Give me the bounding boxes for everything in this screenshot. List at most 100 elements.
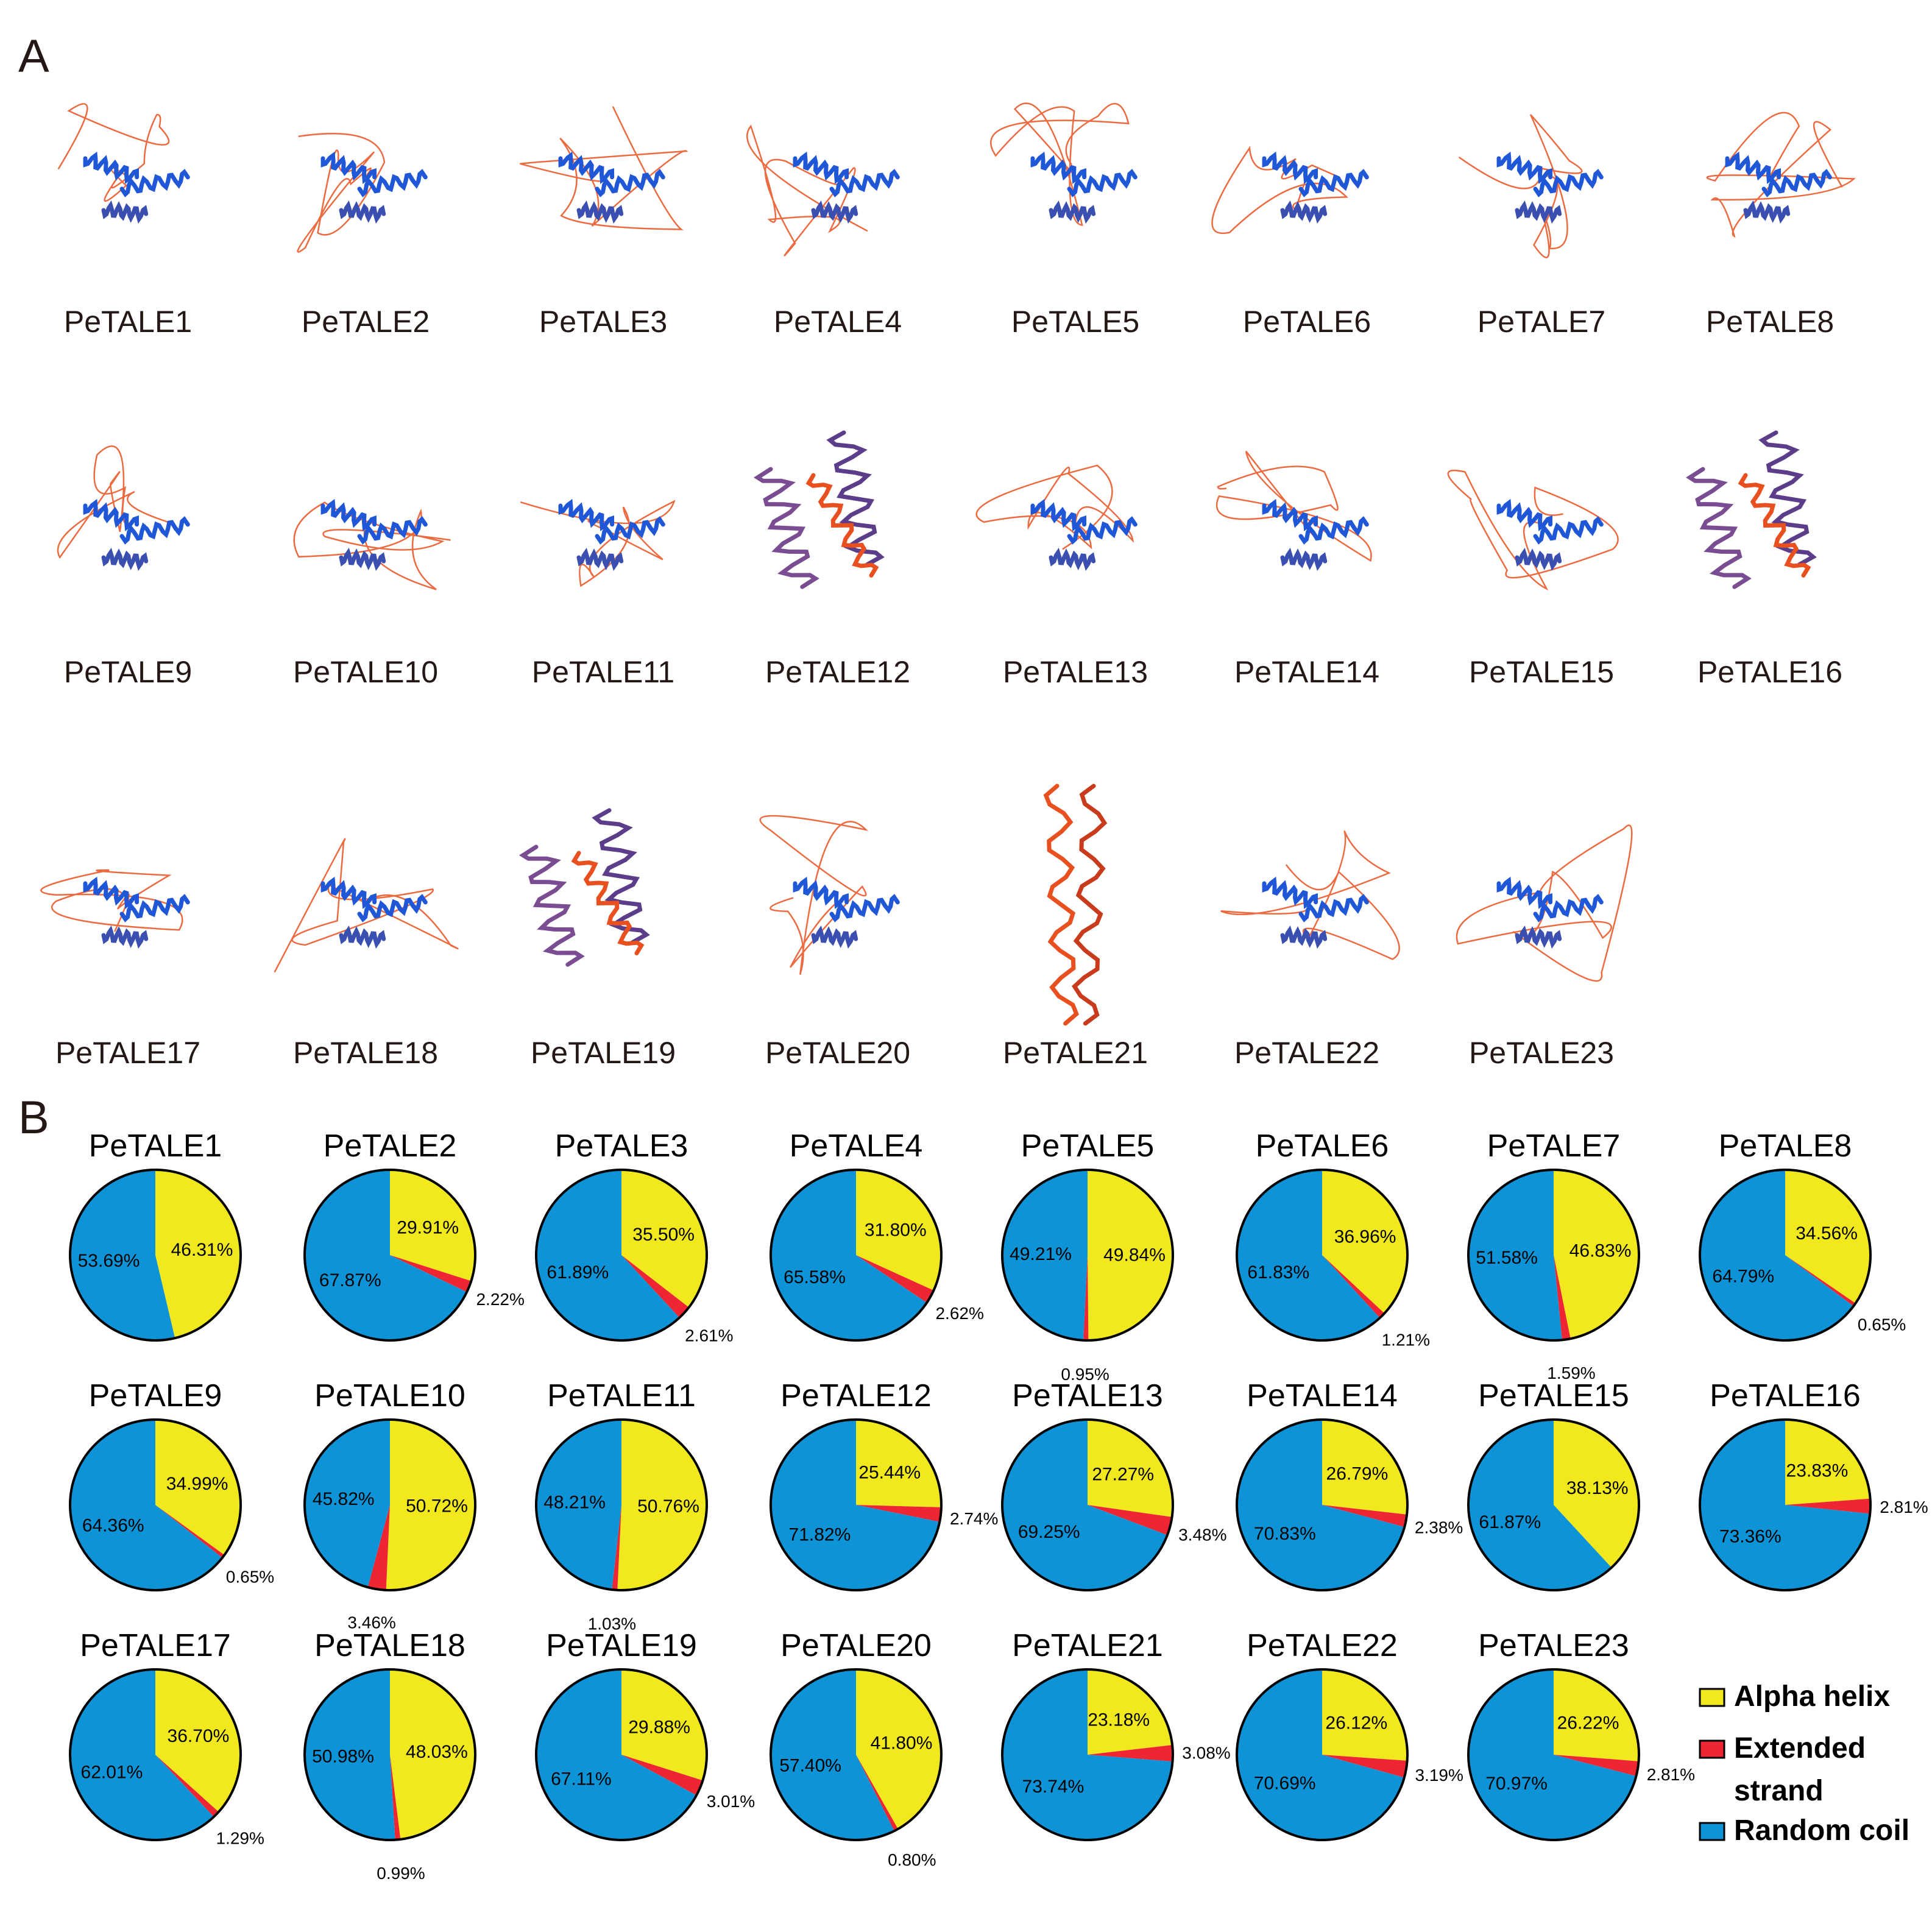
pie-slice-alpha-helix — [856, 1419, 942, 1507]
pie-slice-extended-strand — [390, 1755, 401, 1840]
pie-data-label: 1.03% — [588, 1614, 636, 1633]
pie-title: PeTALE3 — [555, 1128, 688, 1164]
pie-slice-random-coil — [536, 1170, 680, 1340]
pie-data-label: 3.19% — [1415, 1766, 1463, 1785]
legend-swatch — [1699, 1688, 1725, 1707]
pie-outline — [1699, 1169, 1872, 1342]
pie-slice-random-coil — [1236, 1170, 1380, 1341]
protein-structure-21: PeTALE21 — [1003, 784, 1148, 1070]
pie-title: PeTALE14 — [1247, 1378, 1398, 1414]
secondary-structure-pies: PeTALE1 46.31% 53.69% PeTALE2 29.91% 2.22% 67.… — [69, 1128, 1928, 1883]
pie-slice-random-coil — [770, 1419, 940, 1590]
pie-title: PeTALE12 — [780, 1378, 932, 1414]
pie-outline — [303, 1418, 476, 1591]
pie-slice-random-coil — [771, 1669, 894, 1840]
pie-chart-15: PeTALE15 38.13% 61.87% — [1467, 1378, 1640, 1591]
pie-slice-extended-strand — [856, 1755, 898, 1831]
pie-chart-18: PeTALE18 48.03% 0.99% 50.98% — [303, 1628, 476, 1883]
structure-label: PeTALE16 — [1697, 655, 1842, 689]
pie-data-label: 73.36% — [1719, 1527, 1782, 1547]
pie-data-label: 67.87% — [319, 1270, 381, 1290]
pie-title: PeTALE17 — [80, 1628, 231, 1663]
pie-title: PeTALE21 — [1012, 1628, 1163, 1663]
pie-slice-alpha-helix — [155, 1420, 241, 1555]
protein-structure-8: PeTALE8 — [1706, 111, 1856, 339]
pie-chart-4: PeTALE4 31.80% 2.62% 65.58% — [770, 1128, 984, 1342]
pie-data-label: 69.25% — [1018, 1522, 1080, 1542]
pie-slice-alpha-helix — [1785, 1420, 1870, 1505]
pie-slice-extended-strand — [155, 1505, 225, 1558]
pie-title: PeTALE5 — [1021, 1128, 1155, 1164]
pie-data-label: 57.40% — [779, 1756, 841, 1776]
structure-label: PeTALE10 — [293, 655, 438, 689]
pie-slice-alpha-helix — [1554, 1170, 1639, 1339]
structure-label: PeTALE21 — [1003, 1036, 1148, 1070]
pie-slice-alpha-helix — [155, 1669, 241, 1812]
pie-outline — [1001, 1418, 1174, 1591]
pie-outline — [1001, 1668, 1174, 1841]
pie-data-label: 2.22% — [476, 1290, 524, 1309]
pie-chart-8: PeTALE8 34.56% 0.65% 64.79% — [1699, 1128, 1906, 1342]
protein-structure-9: PeTALE9 — [57, 445, 192, 689]
pie-slice-random-coil — [1468, 1420, 1612, 1590]
pie-slice-extended-strand — [1322, 1505, 1407, 1527]
protein-structure-23: PeTALE23 — [1456, 824, 1633, 1070]
pie-chart-1: PeTALE1 46.31% 53.69% — [69, 1128, 242, 1342]
pie-data-label: 2.62% — [935, 1304, 983, 1323]
pie-data-label: 1.29% — [216, 1829, 264, 1848]
legend-swatch — [1699, 1822, 1725, 1841]
pie-data-label: 23.18% — [1088, 1710, 1150, 1730]
pie-data-label: 34.56% — [1796, 1223, 1858, 1244]
pie-data-label: 46.31% — [171, 1240, 233, 1260]
pie-title: PeTALE4 — [790, 1128, 923, 1164]
pie-slice-alpha-helix — [155, 1170, 241, 1339]
pie-data-label: 65.58% — [784, 1267, 846, 1287]
structure-label: PeTALE3 — [539, 305, 667, 339]
pie-slice-alpha-helix — [1088, 1669, 1173, 1755]
pie-data-label: 2.61% — [685, 1326, 733, 1345]
protein-structure-16: PeTALE16 — [1685, 430, 1842, 689]
pie-slice-extended-strand — [621, 1755, 703, 1796]
pie-chart-20: PeTALE20 41.80% 0.80% 57.40% — [770, 1628, 943, 1869]
pie-chart-16: PeTALE16 23.83% 2.81% 73.36% — [1699, 1378, 1928, 1591]
pie-chart-22: PeTALE22 26.12% 3.19% 70.69% — [1236, 1628, 1463, 1841]
protein-structure-17: PeTALE17 — [40, 869, 200, 1070]
pie-title: PeTALE8 — [1719, 1128, 1852, 1164]
pie-slice-random-coil — [536, 1420, 621, 1590]
pie-slice-alpha-helix — [621, 1669, 707, 1781]
pie-slice-extended-strand — [1554, 1255, 1571, 1340]
pie-data-label: 31.80% — [865, 1220, 927, 1240]
pie-data-label: 26.22% — [1557, 1713, 1619, 1733]
legend-label: Random coil — [1734, 1814, 1909, 1847]
pie-slice-random-coil — [1002, 1669, 1173, 1840]
pie-slice-extended-strand — [1785, 1255, 1856, 1306]
pie-data-label: 41.80% — [871, 1733, 933, 1753]
pie-slice-random-coil — [1002, 1169, 1088, 1340]
pie-slice-extended-strand — [1088, 1505, 1172, 1535]
pie-data-label: 45.82% — [313, 1489, 375, 1509]
pie-data-label: 49.21% — [1010, 1244, 1072, 1264]
pie-slice-extended-strand — [612, 1505, 621, 1590]
pie-outline — [535, 1668, 708, 1841]
pie-title: PeTALE6 — [1256, 1128, 1389, 1164]
pie-outline — [770, 1169, 943, 1342]
pie-slice-random-coil — [1002, 1420, 1167, 1591]
pie-chart-10: PeTALE10 50.72% 3.46% 45.82% — [303, 1378, 476, 1632]
pie-slice-alpha-helix — [390, 1669, 476, 1839]
pie-title: PeTALE15 — [1478, 1378, 1629, 1414]
protein-structure-3: PeTALE3 — [519, 106, 688, 339]
pie-data-label: 48.03% — [406, 1742, 468, 1762]
pie-data-label: 26.79% — [1326, 1464, 1389, 1484]
pie-data-label: 0.95% — [1061, 1365, 1109, 1384]
pie-slice-extended-strand — [621, 1255, 689, 1318]
pie-chart-14: PeTALE14 26.79% 2.38% 70.83% — [1236, 1378, 1463, 1591]
pie-data-label: 0.99% — [377, 1864, 425, 1883]
pie-slice-random-coil — [304, 1170, 467, 1340]
protein-structure-22: PeTALE22 — [1220, 830, 1400, 1070]
pie-slice-random-coil — [1700, 1170, 1854, 1340]
structure-label: PeTALE15 — [1469, 655, 1614, 689]
pie-title: PeTALE11 — [547, 1378, 696, 1414]
pie-outline — [303, 1668, 476, 1841]
pie-data-label: 48.21% — [543, 1493, 606, 1513]
